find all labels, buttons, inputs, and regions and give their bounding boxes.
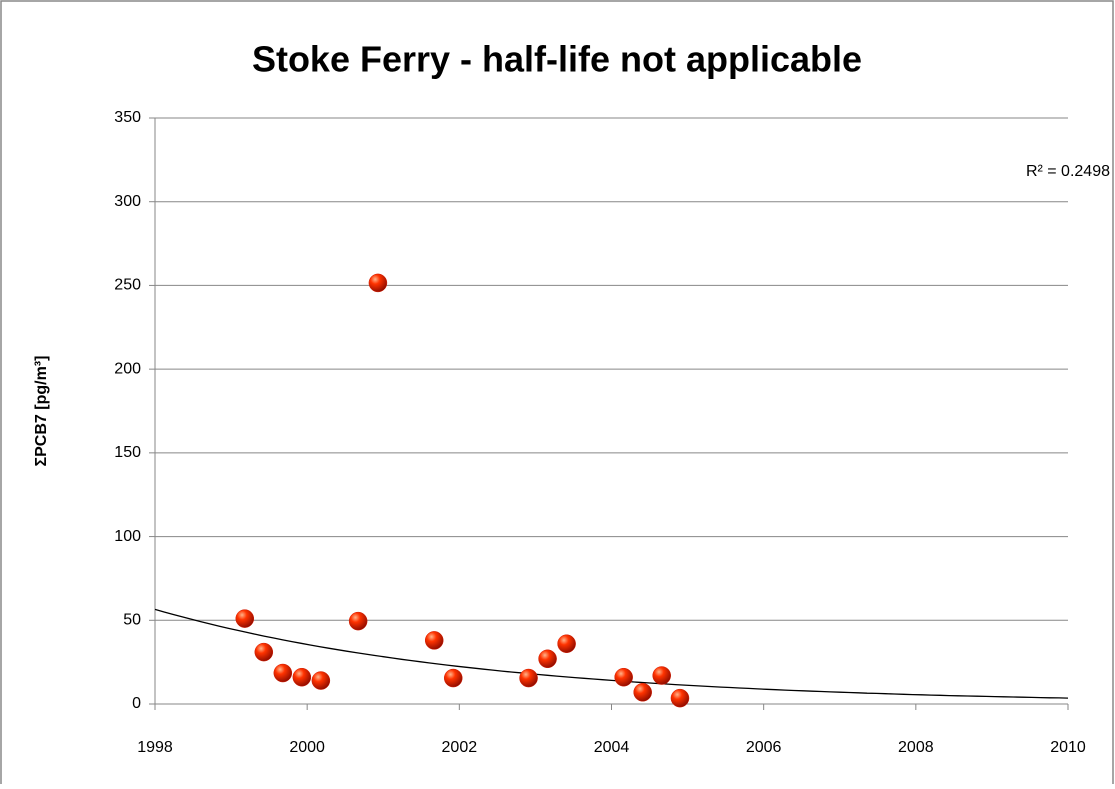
data-point [254, 642, 274, 662]
data-point [538, 649, 557, 669]
chart-title: Stoke Ferry - half-life not applicable [252, 39, 862, 80]
x-tick-label: 2004 [594, 739, 630, 756]
data-point [614, 667, 633, 687]
data-point [292, 667, 312, 687]
y-tick-label: 250 [114, 277, 141, 294]
data-point [670, 688, 690, 708]
data-point [368, 273, 388, 293]
y-tick-label: 150 [114, 444, 141, 461]
y-tick-label: 350 [114, 109, 141, 126]
data-point [633, 683, 652, 702]
y-tick-label: 300 [114, 193, 141, 210]
data-point [443, 668, 463, 688]
x-tick-label: 2010 [1050, 739, 1086, 756]
x-tick-label: 2006 [746, 739, 782, 756]
x-tick-label: 2008 [898, 739, 934, 756]
y-tick-label: 0 [132, 695, 141, 712]
data-point [557, 634, 576, 653]
data-point [519, 668, 538, 688]
r-squared-annotation: R² = 0.2498 [1026, 163, 1110, 180]
x-tick-label: 2000 [289, 739, 325, 756]
x-tick-label: 1998 [137, 739, 173, 756]
y-tick-label: 50 [123, 612, 141, 629]
data-point [235, 609, 255, 628]
data-point [652, 666, 671, 685]
data-point [348, 611, 368, 631]
y-tick-label: 100 [114, 528, 141, 545]
y-axis-label: ΣPCB7 [pg/m³] [33, 356, 50, 467]
x-tick-label: 2002 [442, 739, 478, 756]
data-point [311, 671, 331, 690]
trendline [154, 608, 1069, 699]
data-point [273, 663, 293, 683]
y-tick-label: 200 [114, 360, 141, 377]
data-point [424, 631, 444, 650]
